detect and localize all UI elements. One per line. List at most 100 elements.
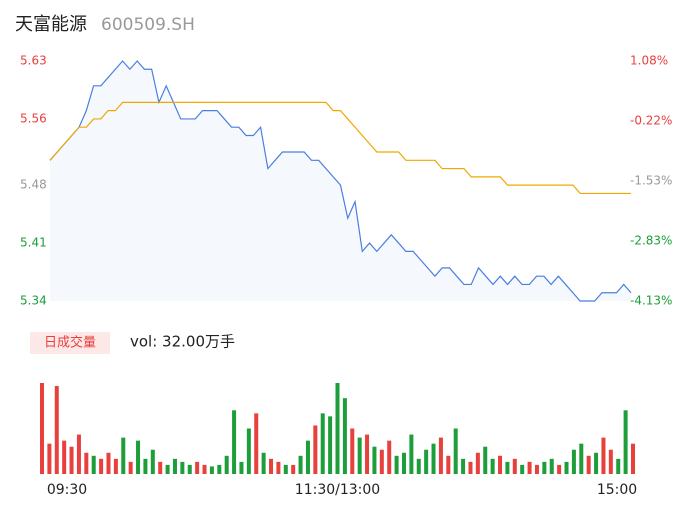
volume-bar (401, 452, 406, 474)
x-tick-label: 15:00 (597, 482, 637, 498)
volume-bar (387, 440, 392, 474)
volume-bar (365, 434, 370, 474)
volume-bar (172, 458, 177, 474)
volume-bar (564, 461, 569, 474)
volume-bar (498, 455, 503, 474)
volume-bar (62, 440, 67, 474)
volume-bar (542, 461, 547, 474)
x-tick-label: 11:30/13:00 (295, 482, 380, 498)
volume-annotation: vol: 32.00万手 (130, 333, 235, 351)
volume-bar (431, 443, 436, 474)
volume-bar (483, 446, 488, 474)
volume-bar (91, 455, 96, 474)
volume-bar (461, 458, 466, 474)
volume-label-box (30, 332, 110, 354)
volume-bar (269, 458, 274, 474)
volume-bar (453, 428, 458, 474)
volume-bar (342, 398, 347, 474)
volume-bar (298, 455, 303, 474)
volume-bar (195, 461, 200, 474)
volume-bar (601, 437, 606, 474)
stock-code: 600509.SH (101, 15, 195, 35)
volume-bar (106, 452, 111, 474)
volume-bar (291, 464, 296, 474)
volume-bar (630, 443, 636, 474)
volume-bar (150, 449, 155, 474)
volume-bar (438, 437, 443, 474)
volume-bar (586, 455, 591, 474)
volume-bar (180, 461, 185, 474)
volume-bar (143, 458, 148, 474)
volume-bar (113, 458, 118, 474)
volume-bar (379, 449, 384, 474)
volume-bar (571, 449, 576, 474)
volume-bar (84, 452, 89, 474)
volume-bar (579, 443, 584, 474)
volume-bar (283, 464, 288, 474)
volume-bar (623, 410, 628, 474)
volume-bar (520, 464, 525, 474)
volume-bar (512, 458, 517, 474)
volume-bar (276, 461, 281, 474)
volume-bar (128, 461, 133, 474)
volume-bar (158, 461, 163, 474)
volume-bar (608, 449, 613, 474)
y-tick-label: 5.63 (20, 54, 47, 68)
volume-bar (99, 458, 104, 474)
volume-bar (305, 440, 310, 474)
y-tick-label: 5.56 (20, 111, 47, 125)
volume-bar (594, 452, 599, 474)
volume-bar (416, 458, 421, 474)
volume-bar (357, 437, 362, 474)
volume-bar (475, 452, 480, 474)
price-line (49, 60, 632, 302)
volume-bar (187, 464, 192, 474)
volume-bar (468, 461, 473, 474)
volume-bar (165, 464, 170, 474)
volume-bar (527, 461, 532, 474)
volume-bar (217, 464, 222, 474)
volume-bar (313, 425, 318, 474)
volume-bar (446, 455, 451, 474)
volume-bar (505, 461, 510, 474)
volume-bar (372, 446, 377, 474)
volume-bar (335, 383, 340, 474)
y2-tick-label: -4.13% (630, 294, 672, 308)
price-area (50, 61, 631, 301)
volume-bar (54, 386, 59, 474)
volume-bar (549, 458, 554, 474)
y2-tick-label: -0.22% (630, 113, 672, 127)
y2-tick-label: 1.08% (630, 54, 668, 68)
volume-bar (394, 455, 399, 474)
volume-bar (224, 455, 229, 474)
volume-bar (136, 440, 141, 474)
volume-bar (239, 461, 244, 474)
volume-bar (47, 443, 52, 474)
volume-bar (424, 449, 429, 474)
volume-bar (232, 410, 237, 474)
volume-bar (76, 434, 81, 474)
volume-bar (69, 446, 74, 474)
volume-bar (557, 464, 562, 474)
volume-bar (202, 464, 207, 474)
y-tick-label: 5.48 (20, 178, 47, 192)
volume-bar (328, 416, 333, 474)
volume-bar (121, 437, 126, 474)
volume-title: 日成交量 (44, 335, 96, 351)
x-tick-label: 09:30 (47, 482, 87, 498)
y2-tick-label: -2.83% (630, 234, 672, 248)
stock-name: 天富能源 (15, 14, 87, 35)
average-line (49, 101, 631, 195)
volume-bar (254, 413, 259, 474)
y2-tick-label: -1.53% (630, 174, 672, 188)
y-tick-label: 5.41 (20, 236, 47, 250)
volume-bar (320, 413, 325, 474)
volume-bar (350, 428, 355, 474)
volume-bar (261, 452, 266, 474)
volume-bar (209, 466, 214, 474)
volume-bar (534, 464, 539, 474)
volume-bar (409, 434, 414, 474)
volume-bar (616, 458, 621, 474)
y-tick-label: 5.34 (20, 294, 47, 308)
